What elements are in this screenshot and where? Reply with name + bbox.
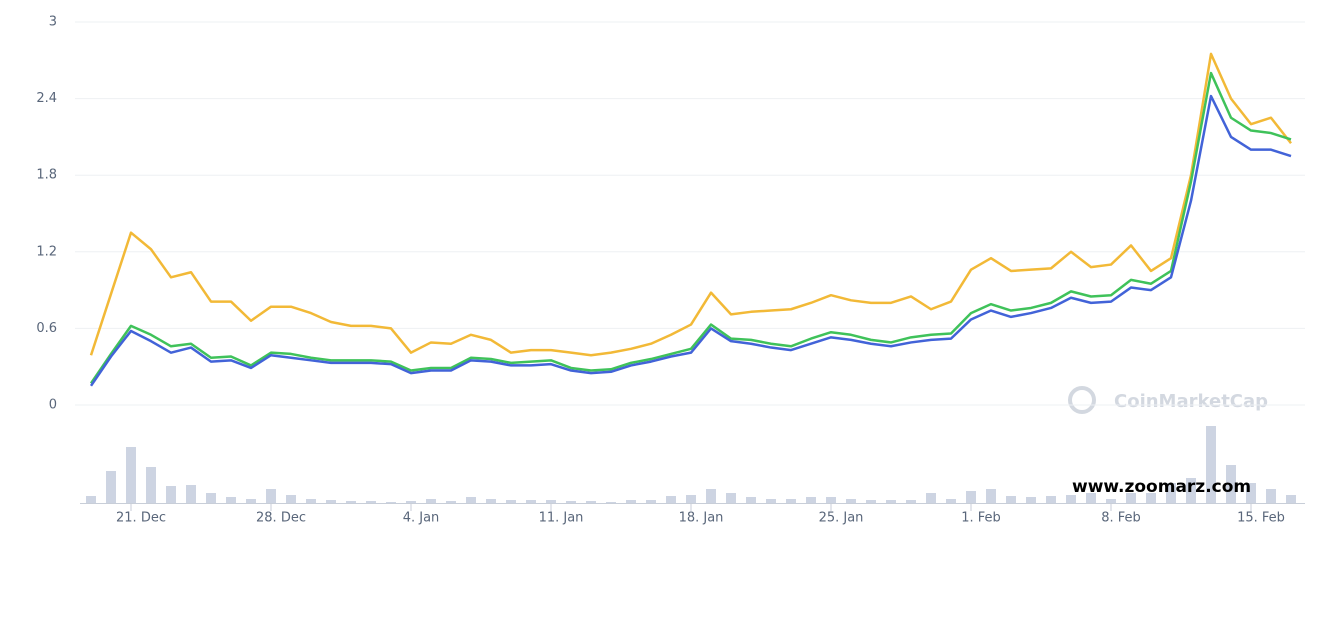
y-tick-label: 1.8 (36, 168, 57, 183)
volume-bar (1126, 493, 1136, 503)
watermark-text: CoinMarketCap (1114, 391, 1268, 412)
x-tick-label: 1. Feb (961, 511, 1001, 526)
watermark: CoinMarketCap (1068, 386, 1268, 414)
volume-bar (346, 501, 356, 503)
volume-bar (546, 500, 556, 503)
volume-bar (446, 501, 456, 503)
volume-bar (906, 500, 916, 503)
volume-bar (666, 496, 676, 503)
volume-bar (846, 499, 856, 503)
volume-bar (386, 502, 396, 503)
volume-bar (1046, 496, 1056, 503)
volume-bar (1006, 496, 1016, 503)
volume-bar (566, 501, 576, 503)
watermark-logo (1068, 386, 1096, 414)
x-tick-label: 18. Jan (679, 511, 724, 526)
volume-bar (126, 447, 136, 503)
x-tick-label: 4. Jan (403, 511, 440, 526)
x-tick-label: 15. Feb (1237, 511, 1285, 526)
volume-bar (326, 500, 336, 503)
volume-bar (226, 497, 236, 503)
y-tick-label: 1.2 (36, 244, 57, 259)
volume-bar (646, 500, 656, 503)
volume-bar (1286, 495, 1296, 503)
x-tick-label: 28. Dec (256, 511, 306, 526)
y-tick-label: 2.4 (36, 91, 57, 106)
volume-bar (246, 499, 256, 503)
volume-bar (946, 499, 956, 503)
volume-bar (266, 489, 276, 503)
y-tick-label: 0 (49, 398, 57, 413)
volume-bar (886, 500, 896, 503)
volume-bar (1066, 495, 1076, 503)
volume-bar (1166, 483, 1176, 503)
x-tick-label: 11. Jan (539, 511, 584, 526)
price-line (89, 94, 1292, 387)
volume-bar (406, 501, 416, 503)
volume-bar (166, 486, 176, 503)
volume-bar (606, 502, 616, 503)
price-line (89, 71, 1292, 385)
volume-bar (86, 496, 96, 503)
volume-bar (686, 495, 696, 503)
y-tick-label: 0.6 (36, 321, 57, 336)
volume-bar (1106, 499, 1116, 503)
volume-bar (286, 495, 296, 503)
volume-bar (866, 500, 876, 503)
volume-bar (746, 497, 756, 503)
volume-bar (826, 497, 836, 503)
volume-bar (726, 493, 736, 503)
volume-bar (1186, 478, 1196, 503)
volume-bar (186, 485, 196, 503)
volume-bar (986, 489, 996, 503)
price-line (89, 52, 1292, 357)
volume-bar (366, 501, 376, 503)
volume-bar (926, 493, 936, 503)
volume-bar (526, 500, 536, 503)
volume-bar (1266, 489, 1276, 503)
volume-bar (466, 497, 476, 503)
volume-bar (586, 501, 596, 503)
volume-bar (966, 491, 976, 503)
volume-bar (146, 467, 156, 503)
annotation: www.zoomarz.com (1072, 477, 1251, 497)
volume-bar (1206, 426, 1216, 503)
volume-bar (206, 493, 216, 503)
volume-bar (1026, 497, 1036, 503)
volume-bar (506, 500, 516, 503)
volume-bar (806, 497, 816, 503)
volume-bar (1226, 465, 1236, 503)
volume-bar (486, 499, 496, 503)
x-tick-label: 8. Feb (1101, 511, 1141, 526)
volume-bar (706, 489, 716, 503)
x-tick-label: 21. Dec (116, 511, 166, 526)
volume-bar (786, 499, 796, 503)
volume-bar (1086, 493, 1096, 503)
volume-bar (106, 471, 116, 503)
volume-bar (426, 499, 436, 503)
y-tick-label: 3 (49, 15, 57, 30)
x-tick-label: 25. Jan (819, 511, 864, 526)
volume-bar (626, 500, 636, 503)
volume-bar (1246, 483, 1256, 503)
volume-bar (306, 499, 316, 503)
volume-bar (1146, 493, 1156, 503)
volume-bar (766, 499, 776, 503)
